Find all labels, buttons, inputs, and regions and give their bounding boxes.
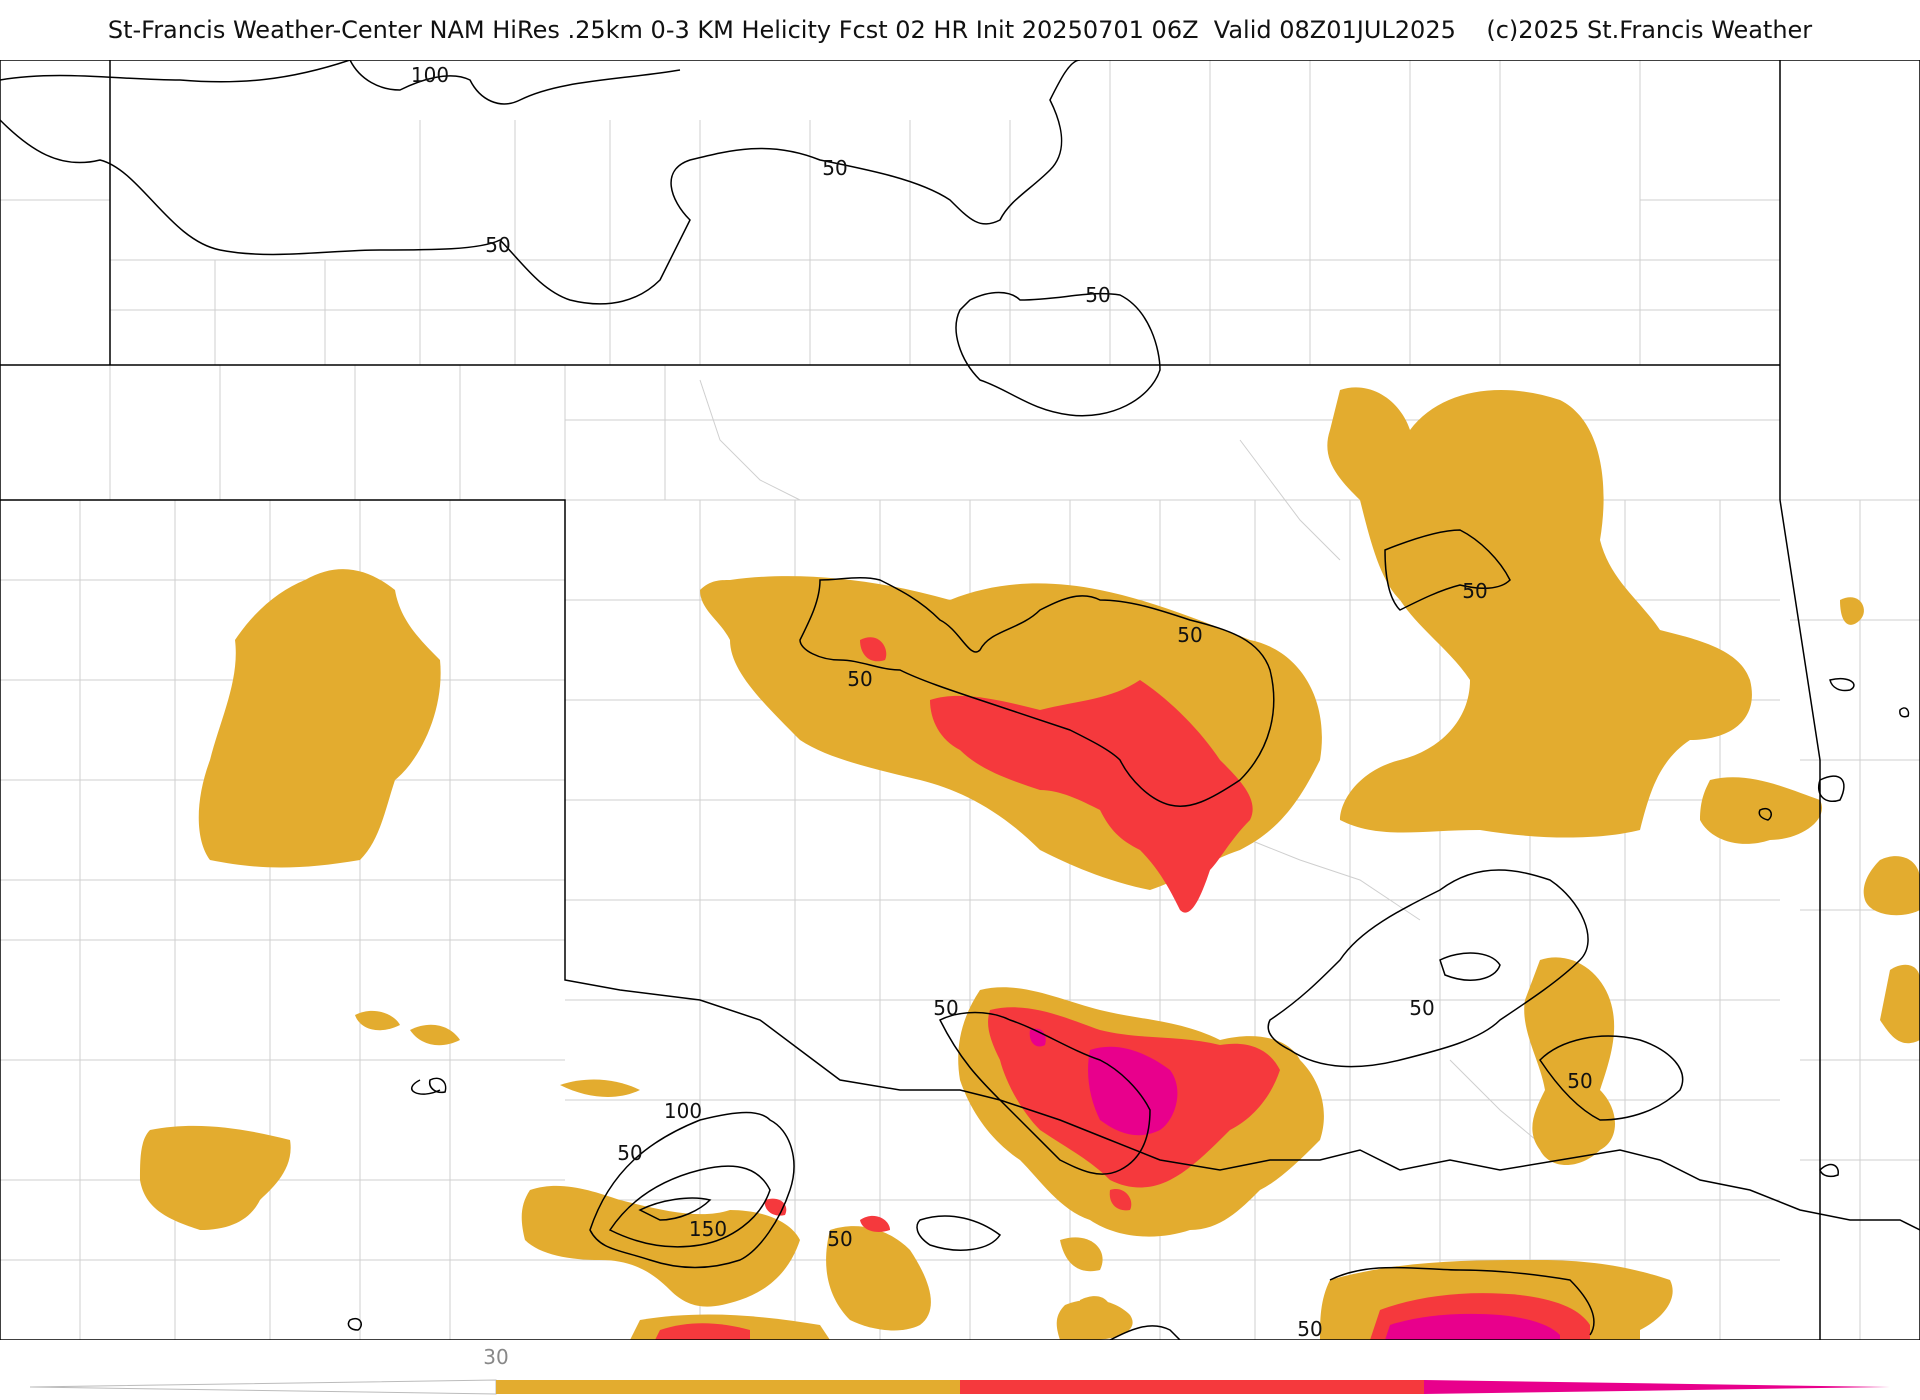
helicity-map: 100 50 50 50 50 50 50 50 100 50 150 50 5… [0,60,1920,1340]
contour-label: 100 [411,63,449,87]
contour-label: 50 [1177,623,1202,647]
colorbar-tick-label: 30 [483,1345,508,1369]
contour-label: 150 [689,1217,727,1241]
helicity-contours [0,60,1910,1340]
contour-label: 50 [827,1227,852,1251]
state-boundaries [0,60,1920,1340]
helicity-fill-30 [140,387,1920,1340]
colorbar-segment-magenta [1424,1380,1890,1394]
contour-label: 50 [1297,1317,1322,1340]
contour-label: 50 [1462,579,1487,603]
map-title: St-Francis Weather-Center NAM HiRes .25k… [107,16,1813,44]
contour-label: 50 [617,1141,642,1165]
contour-label: 50 [485,233,510,257]
contour-labels: 100 50 50 50 50 50 50 50 100 50 150 50 5… [411,63,1593,1340]
contour-label: 50 [1409,996,1434,1020]
contour-label: 50 [933,996,958,1020]
colorbar-segment-red [960,1380,1424,1394]
colorbar-segment-orange [496,1380,960,1394]
contour-label: 50 [1085,283,1110,307]
contour-label: 50 [1567,1069,1592,1093]
contour-label: 50 [847,667,872,691]
colorbar: 30 [0,1340,1920,1400]
colorbar-low-extension [29,1379,497,1395]
contour-label: 100 [664,1099,702,1123]
contour-label: 50 [822,156,847,180]
helicity-fill-magenta [1029,1028,1560,1340]
